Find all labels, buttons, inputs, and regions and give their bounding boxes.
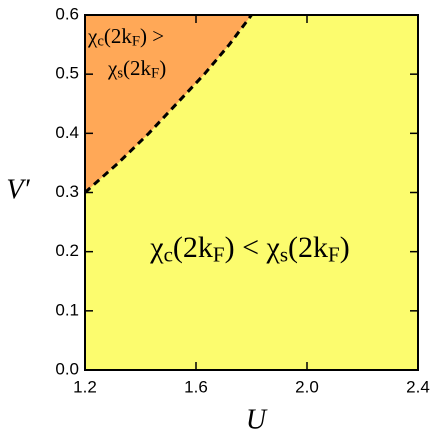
x-axis-label: U	[246, 404, 268, 435]
annotation-part: (2k	[104, 24, 132, 48]
x-tick-label: 1.6	[184, 377, 208, 396]
annotation-part: ) >	[140, 24, 164, 48]
y-tick-label: 0.5	[55, 64, 79, 83]
annotation-part: ) < χ	[225, 231, 281, 264]
annotation-part: (2k	[173, 231, 213, 264]
annotation-part: c	[164, 242, 173, 266]
x-tick-label: 2.0	[295, 377, 319, 396]
annotation: χs(2kF)	[107, 56, 166, 82]
y-axis-label: V′	[6, 174, 30, 205]
annotation-part: F	[328, 242, 340, 266]
y-tick-label: 0.6	[55, 4, 79, 23]
y-tick-label: 0.3	[55, 182, 79, 201]
x-tick-label: 1.2	[73, 377, 97, 396]
annotation-part: χ	[87, 24, 98, 48]
x-tick-label: 2.4	[406, 377, 430, 396]
annotation-part: s	[280, 242, 288, 266]
annotation-part: )	[159, 56, 166, 80]
annotation-part: )	[340, 231, 350, 264]
annotation-part: (2k	[123, 56, 151, 80]
y-tick-label: 0.4	[55, 123, 79, 142]
annotation: χc(2kF) < χs(2kF)	[149, 231, 349, 267]
phase-boundary	[84, 14, 253, 194]
annotation-part: F	[132, 34, 140, 50]
annotation-part: c	[97, 34, 104, 50]
y-tick-label: 0.2	[55, 241, 79, 260]
annotation-part: F	[151, 66, 159, 82]
y-tick-label: 0.0	[55, 359, 79, 378]
annotation: χc(2kF) >	[87, 24, 164, 50]
annotation-part: χ	[149, 231, 164, 264]
y-tick-label: 0.1	[55, 300, 79, 319]
upper-region	[85, 15, 252, 193]
annotation-part: F	[213, 242, 225, 266]
annotation-part: s	[117, 66, 123, 82]
annotation-part: (2k	[288, 231, 328, 264]
annotation-part: χ	[107, 56, 118, 80]
